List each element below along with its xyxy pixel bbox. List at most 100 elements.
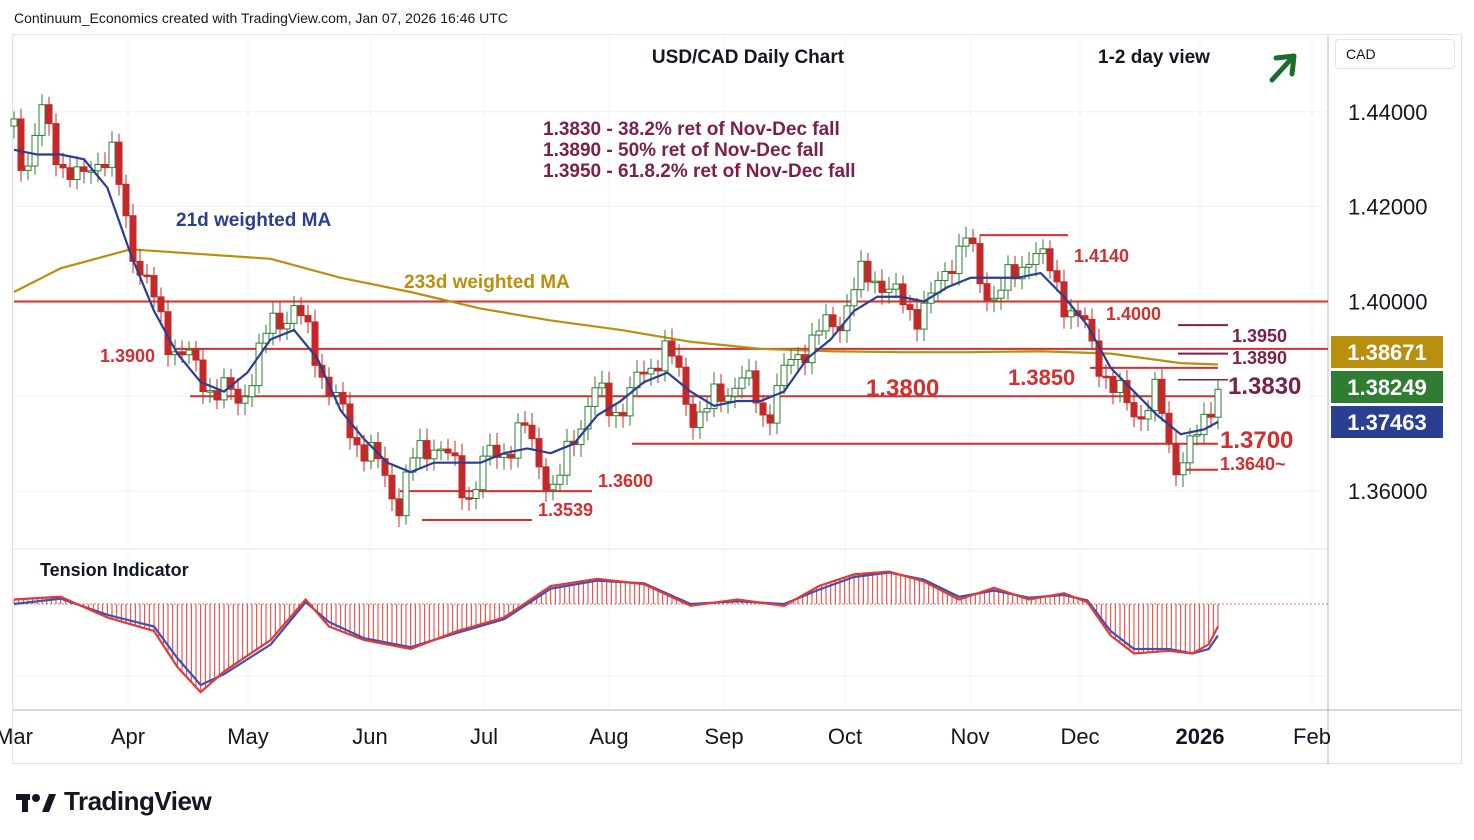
candle-body [591, 387, 599, 407]
candle-body [906, 304, 914, 311]
tension-red-line [13, 570, 1219, 694]
price-tag-label-2: 1.37463 [1347, 410, 1427, 435]
candle-body [402, 471, 410, 517]
candle-body [1144, 410, 1152, 420]
candle-body [451, 452, 459, 457]
candle-body [1039, 248, 1047, 255]
candle-body [52, 123, 60, 166]
tradingview-brand[interactable]: TradingView [16, 786, 212, 817]
candle-body [1193, 434, 1201, 437]
candle-body [17, 118, 25, 171]
x-tick-label-2: May [227, 724, 269, 749]
candle-body [920, 302, 928, 330]
candle-body [703, 408, 711, 413]
candle-body [598, 382, 606, 389]
candle-body [892, 283, 900, 290]
arrow-up-right-icon [1269, 53, 1297, 83]
candle-body [1109, 376, 1117, 393]
chart-title: USD/CAD Daily Chart [652, 47, 845, 68]
candle-body [955, 245, 963, 274]
candle-body [339, 392, 347, 405]
candle-body [353, 437, 361, 446]
level-label-8: 1.3700 [1220, 427, 1293, 454]
candle-body [122, 183, 130, 217]
level-label-1: 1.4000 [1106, 304, 1161, 324]
candle-body [752, 370, 760, 404]
candle-body [605, 382, 613, 417]
candle-body [514, 422, 522, 459]
candle-body [773, 385, 781, 424]
candle-body [1179, 462, 1187, 476]
chart-attribution: Continuum_Economics created with Trading… [14, 10, 508, 26]
ma21-label: 21d weighted MA [176, 210, 331, 231]
candle-body [493, 444, 501, 458]
y-tick-label-0: 1.44000 [1348, 100, 1428, 125]
candle-body [969, 237, 977, 245]
candle-body [717, 383, 725, 402]
candle-body [528, 424, 536, 440]
candle-body [206, 390, 214, 393]
ma233-line [13, 248, 1219, 366]
level-label-9: 1.3640~ [1220, 454, 1286, 474]
candle-body [815, 330, 823, 336]
level-label-3: 1.3900 [100, 346, 155, 366]
candle-body [759, 402, 767, 416]
candle-body [899, 283, 907, 306]
x-tick-label-6: Sep [704, 724, 743, 749]
candle-body [1067, 310, 1075, 318]
fib-note-2: 1.3950 - 61.8.2% ret of Nov-Dec fall [543, 161, 856, 182]
candle-body [1207, 413, 1215, 418]
level-label-2: 1.3950 [1232, 326, 1287, 346]
candle-body [108, 141, 116, 169]
candle-body [1123, 380, 1131, 404]
currency-selector[interactable]: CAD [1335, 39, 1455, 69]
candle-body [990, 297, 998, 301]
candle-body [311, 321, 319, 366]
candle-body [808, 334, 816, 364]
x-tick-label-9: Dec [1060, 724, 1099, 749]
candle-body [234, 388, 242, 404]
candle-body [381, 458, 389, 476]
price-tag-bg-1 [1331, 371, 1443, 403]
level-label-0: 1.4140 [1074, 246, 1129, 266]
candle-body [472, 489, 480, 499]
candle-body [395, 498, 403, 517]
candle-body [1165, 412, 1173, 445]
candle-body [290, 305, 298, 324]
candle-body [66, 167, 74, 181]
x-tick-label-1: Apr [111, 724, 145, 749]
level-label-6: 1.3830 [1228, 373, 1301, 400]
chart-subtitle: 1-2 day view [1098, 47, 1210, 68]
candle-body [822, 314, 830, 332]
price-tag-bg-0 [1331, 336, 1443, 368]
candle-body [283, 322, 291, 330]
candle-body [871, 280, 879, 284]
candle-body [661, 340, 669, 372]
candle-body [612, 412, 620, 417]
candle-body [150, 275, 158, 298]
candle-body [1172, 443, 1180, 476]
candle-body [465, 497, 473, 500]
candle-body [1095, 340, 1103, 377]
candle-body [654, 367, 662, 372]
candle-body [962, 237, 970, 247]
candle-body [304, 315, 312, 323]
candle-body [101, 164, 109, 169]
candle-body [794, 354, 802, 360]
fib-note-1: 1.3890 - 50% ret of Nov-Dec fall [543, 140, 824, 161]
candle-body [584, 405, 592, 430]
candle-body [997, 289, 1005, 299]
x-tick-label-0: Mar [0, 724, 33, 749]
candles-group [10, 94, 1222, 528]
candle-body [45, 104, 53, 125]
candle-body [486, 444, 494, 457]
candle-body [738, 377, 746, 389]
tension-histogram [13, 571, 1219, 693]
candle-body [276, 312, 284, 330]
candle-body [941, 270, 949, 281]
candle-body [696, 411, 704, 428]
candle-body [437, 448, 445, 452]
candle-body [556, 474, 564, 485]
candle-body [1137, 416, 1145, 420]
